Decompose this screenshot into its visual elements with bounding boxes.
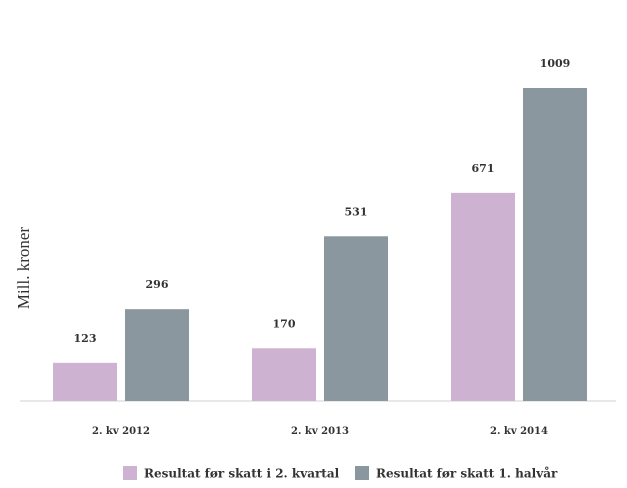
- bar-series2-2: [324, 236, 388, 401]
- x-tick-label-3: 2. kv 2014: [490, 426, 548, 437]
- value-label-series1-3: 671: [472, 162, 495, 175]
- x-tick-labels: 2. kv 2012 2. kv 2013 2. kv 2014: [92, 426, 548, 437]
- legend: Resultat før skatt i 2. kvartal Resultat …: [123, 466, 558, 481]
- value-label-series2-3: 1009: [540, 57, 571, 70]
- bar-series1-3: [451, 192, 515, 401]
- bars-group: 123 170 671 296 531 1009: [53, 57, 587, 401]
- legend-swatch-2: [355, 466, 369, 480]
- value-label-series1-2: 170: [273, 317, 296, 330]
- bar-series1-2: [252, 348, 316, 401]
- legend-label-2: Resultat før skatt 1. halvår: [376, 466, 558, 481]
- bar-series2-1: [125, 309, 189, 401]
- y-axis-label: Mill. kroner: [14, 227, 33, 309]
- legend-label-1: Resultat før skatt i 2. kvartal: [144, 467, 340, 481]
- bar-series1-1: [53, 362, 117, 401]
- value-label-series1-1: 123: [74, 332, 97, 345]
- bar-series2-3: [523, 88, 587, 401]
- value-label-series2-1: 296: [146, 278, 169, 291]
- legend-swatch-1: [123, 466, 137, 480]
- x-tick-label-2: 2. kv 2013: [291, 426, 349, 437]
- x-tick-label-1: 2. kv 2012: [92, 426, 150, 437]
- value-label-series2-2: 531: [345, 205, 368, 218]
